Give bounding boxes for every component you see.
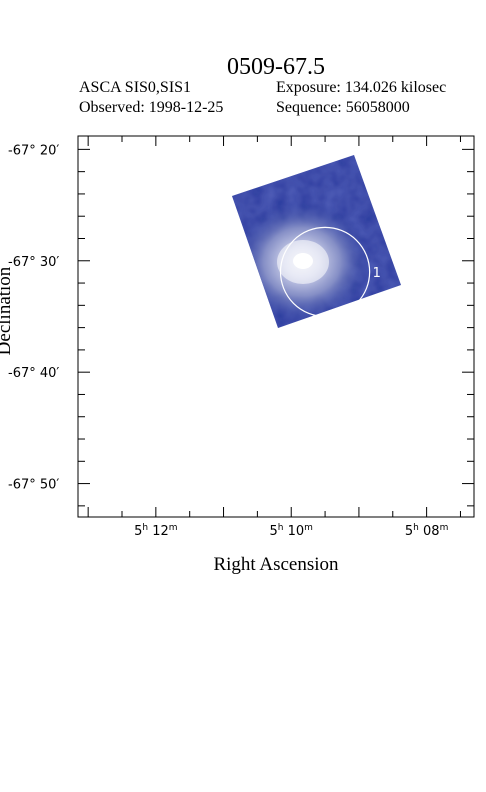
axis-ticks [78,136,474,517]
plot-frame [77,135,475,518]
y-tick-label: -67° 50′ [8,478,59,493]
y-tick-label: -67° 20′ [8,143,59,158]
x-axis-label: Right Ascension [213,554,339,575]
chart-title: 0509-67.5 [227,54,325,80]
instrument-label: ASCA SIS0,SIS1 [79,79,192,96]
source-regions: 1 [279,226,381,318]
x-tick-label: 5h 10m [269,523,312,539]
sequence-label: Sequence: 56058000 [276,99,410,116]
exposure-label: Exposure: 134.026 kilosec [276,79,447,96]
x-tick-label: 5h 12m [134,523,177,539]
y-tick-labels: -67° 20′ -67° 30′ -67° 40′ -67° 50′ [8,143,59,492]
y-tick-label: -67° 30′ [8,255,59,270]
exposure-tile [232,155,401,328]
source-region-label: 1 [373,266,381,281]
y-axis-label: Declination [0,266,15,356]
source-region-circle [279,226,371,318]
x-tick-label: 5h 08m [405,523,448,539]
x-tick-labels: 5h 12m 5h 10m 5h 08m [134,523,448,539]
y-tick-label: -67° 40′ [8,366,59,381]
observed-label: Observed: 1998-12-25 [79,99,224,116]
